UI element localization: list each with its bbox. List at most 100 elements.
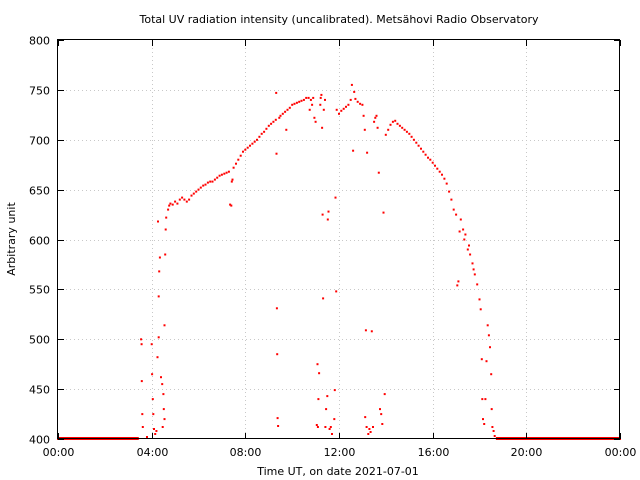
data-point <box>367 433 370 435</box>
y-tick-label: 600 <box>29 235 50 248</box>
data-point <box>373 120 376 123</box>
data-point <box>375 114 378 117</box>
data-point <box>366 151 369 154</box>
data-point <box>216 176 219 179</box>
x-tick-label: 16:00 <box>418 446 450 459</box>
data-point <box>140 338 143 341</box>
data-point <box>455 213 458 216</box>
data-point <box>141 413 144 416</box>
data-point <box>319 103 322 106</box>
data-point <box>345 105 347 108</box>
data-point <box>163 324 166 327</box>
y-tick-label: 750 <box>29 85 50 98</box>
data-point <box>249 144 251 147</box>
data-point <box>450 198 453 201</box>
data-point <box>195 190 198 193</box>
data-point <box>183 198 186 201</box>
data-point <box>160 376 162 379</box>
data-point <box>285 128 288 131</box>
data-point <box>152 413 155 416</box>
data-point <box>383 393 386 396</box>
data-point <box>162 393 165 396</box>
data-point <box>218 174 221 177</box>
data-point <box>377 171 380 174</box>
data-point <box>448 190 451 193</box>
data-point <box>246 146 249 149</box>
data-point <box>154 433 157 435</box>
data-point <box>155 430 158 432</box>
data-point <box>225 171 228 174</box>
data-point <box>350 83 353 86</box>
data-point <box>490 408 493 411</box>
data-point <box>335 108 338 111</box>
data-point <box>443 177 446 180</box>
data-point <box>356 100 359 103</box>
x-tick-label: 12:00 <box>324 446 356 459</box>
data-point <box>227 170 230 173</box>
data-point <box>384 133 387 136</box>
data-point <box>412 138 415 141</box>
data-point <box>436 167 439 170</box>
data-point <box>379 408 381 411</box>
data-point <box>403 128 406 131</box>
data-point <box>325 408 328 411</box>
data-point <box>174 200 177 203</box>
data-point <box>288 106 291 109</box>
data-point <box>211 180 214 183</box>
data-point <box>185 200 188 203</box>
data-point <box>438 170 441 173</box>
data-point <box>206 181 209 184</box>
data-point <box>466 248 469 251</box>
data-point <box>258 135 261 138</box>
data-point <box>230 204 233 207</box>
data-point <box>168 204 171 207</box>
data-point <box>253 140 256 143</box>
data-point <box>153 428 155 430</box>
data-point <box>163 418 166 421</box>
data-point <box>328 428 331 430</box>
data-point <box>151 373 154 376</box>
data-point <box>417 144 420 147</box>
data-point <box>181 196 184 199</box>
data-point <box>382 211 385 214</box>
data-point <box>251 142 254 145</box>
data-point <box>197 188 200 191</box>
y-tick-label: 400 <box>29 434 50 447</box>
data-point <box>209 180 212 183</box>
data-point <box>410 135 413 138</box>
data-point <box>487 334 490 337</box>
data-point <box>422 150 425 153</box>
data-point <box>394 119 397 122</box>
data-point <box>150 343 153 346</box>
data-point <box>331 433 333 435</box>
data-point <box>162 408 165 411</box>
data-point <box>235 162 237 165</box>
y-tick-label: 700 <box>29 135 50 148</box>
data-point <box>220 173 223 176</box>
data-point <box>256 138 258 141</box>
data-point <box>381 423 384 425</box>
data-point <box>314 120 317 123</box>
data-point <box>293 102 296 105</box>
data-point <box>229 203 232 206</box>
data-point <box>427 156 429 159</box>
data-point <box>315 424 318 426</box>
data-point <box>165 216 168 219</box>
data-point <box>471 262 474 265</box>
x-tick-label: 00:00 <box>43 446 75 459</box>
data-point <box>199 186 202 189</box>
data-point <box>333 389 336 392</box>
data-point <box>365 426 368 428</box>
data-point <box>146 436 148 438</box>
data-point <box>161 383 164 386</box>
data-point <box>158 270 161 273</box>
data-point <box>230 180 233 183</box>
data-point <box>483 423 486 425</box>
data-point <box>445 182 448 185</box>
data-point <box>424 153 427 156</box>
data-point <box>300 99 303 102</box>
data-point <box>398 124 401 127</box>
x-tick-label: 00:00 <box>605 446 637 459</box>
data-point <box>270 122 273 125</box>
data-point <box>326 218 329 221</box>
